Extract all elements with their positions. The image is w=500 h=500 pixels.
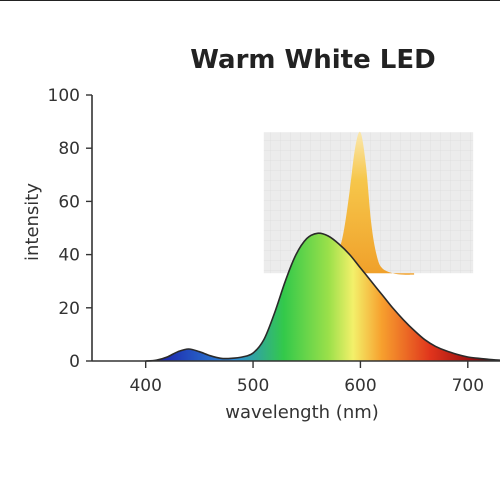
spectrum-outline	[145, 232, 500, 362]
y-axis-label: intensity	[22, 183, 43, 261]
inset-panel	[263, 131, 474, 275]
spectrum-area	[145, 233, 500, 361]
x-tick-label: 500	[237, 376, 269, 396]
x-tick-label: 600	[344, 376, 376, 396]
x-axis-label: wavelength (nm)	[225, 402, 379, 423]
y-tick-label: 0	[69, 352, 80, 372]
y-axis-ticks: 0 20 40 60 80 100	[48, 86, 92, 372]
chart-title: Warm White LED	[190, 45, 435, 75]
x-axis-ticks: 400 500 600 700	[129, 361, 484, 396]
y-tick-label: 20	[58, 299, 80, 319]
y-tick-label: 40	[58, 246, 80, 266]
y-tick-label: 80	[58, 139, 80, 159]
y-tick-label: 60	[58, 192, 80, 212]
top-border-line	[0, 0, 500, 1]
inset-spectrum-area	[301, 131, 415, 275]
y-tick-label: 100	[48, 86, 80, 106]
x-tick-label: 400	[129, 376, 161, 396]
x-tick-label: 700	[452, 376, 484, 396]
